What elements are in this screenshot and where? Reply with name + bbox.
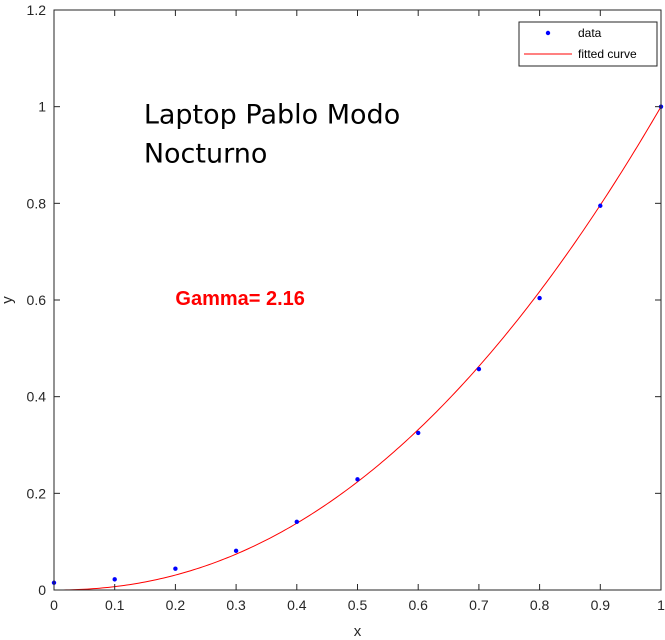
x-tick-label: 0.4 — [287, 597, 307, 613]
x-axis-label: x — [354, 623, 362, 640]
y-tick-label: 1.2 — [27, 2, 47, 18]
axes-layer: 0 0.1 0.2 0.3 0.4 0.5 0.6 0.7 0.8 0.9 1 0 0.2 0.4 0.6 0… — [27, 2, 665, 613]
y-tick-label: 0.6 — [27, 292, 47, 308]
y-tick-label: 0.2 — [27, 485, 47, 501]
data-point — [173, 566, 178, 571]
data-point — [476, 366, 482, 372]
series-layer — [51, 104, 664, 591]
data-point — [294, 519, 299, 525]
legend: data fitted curve — [518, 21, 658, 67]
x-tick-label: 0.9 — [591, 597, 611, 613]
data-point — [537, 295, 542, 301]
title-annotation-line: Laptop Pablo Modo — [144, 100, 400, 131]
x-tick-label: 1 — [657, 597, 665, 613]
x-tick-label: 0 — [50, 597, 58, 613]
y-axis-label: y — [0, 296, 16, 304]
legend-entry-label: fitted curve — [578, 47, 637, 61]
gamma-annotation: Gamma= 2.16 — [175, 288, 305, 310]
title-annotation-line: Nocturno — [144, 138, 268, 169]
legend-entry-label: data — [578, 26, 602, 40]
x-tick-label: 0.1 — [105, 597, 125, 613]
data-point — [112, 577, 117, 582]
plot-area — [54, 10, 661, 590]
data-point — [355, 477, 360, 482]
y-tick-label: 0.8 — [27, 195, 47, 211]
x-tick-label: 0.5 — [348, 597, 368, 613]
x-tick-label: 0.8 — [530, 597, 550, 613]
data-point — [598, 203, 603, 208]
y-tick-label: 1 — [38, 99, 46, 115]
x-tick-label: 0.3 — [226, 597, 246, 613]
legend-marker-data — [545, 30, 551, 36]
data-point — [233, 548, 239, 554]
x-tick-label: 0.6 — [408, 597, 428, 613]
y-tick-label: 0.4 — [27, 389, 47, 405]
x-tick-label: 0.2 — [166, 597, 186, 613]
fitted-curve-line — [53, 106, 662, 591]
data-point — [416, 430, 421, 436]
legend-box — [518, 21, 658, 67]
annotations: Laptop Pablo Modo Nocturno Gamma= 2.16 — [144, 100, 400, 310]
x-tick-label: 0.7 — [469, 597, 489, 613]
y-tick-label: 0 — [38, 582, 46, 598]
